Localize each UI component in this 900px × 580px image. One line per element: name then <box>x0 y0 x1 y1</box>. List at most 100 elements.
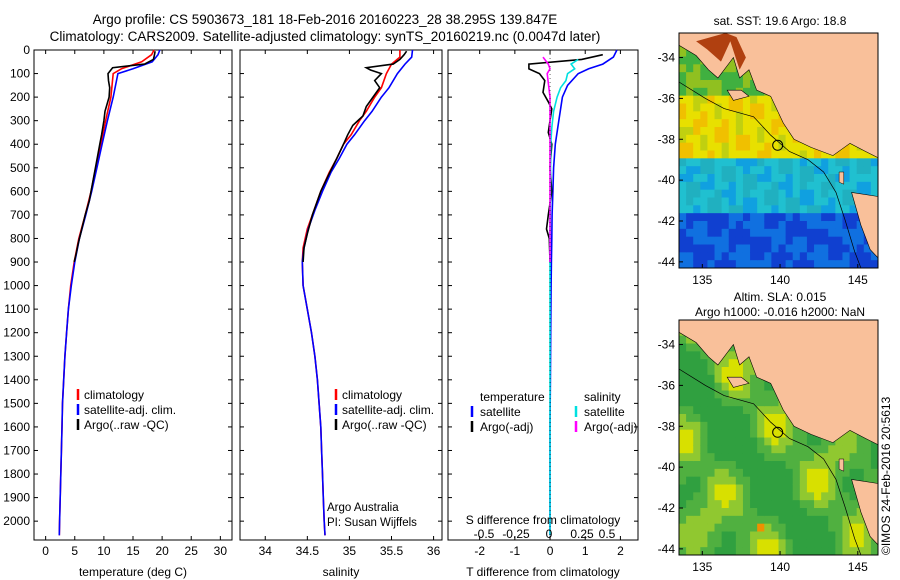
ocean-cell <box>735 142 744 151</box>
ocean-cell <box>686 197 694 206</box>
ocean-cell <box>814 437 822 446</box>
ocean-cell <box>707 382 716 391</box>
ocean-cell <box>757 382 765 391</box>
ocean-cell <box>778 547 787 555</box>
ocean-cell <box>828 205 836 214</box>
ocean-cell <box>785 437 794 446</box>
ocean-cell <box>721 461 730 470</box>
ocean-cell <box>728 260 737 268</box>
ocean-cell <box>785 539 794 548</box>
ocean-cell <box>742 111 751 120</box>
ocean-cell <box>693 181 701 191</box>
ocean-cell <box>799 166 808 175</box>
ocean-cell <box>707 158 716 167</box>
ocean-cell <box>849 531 858 540</box>
ocean-cell <box>693 367 701 376</box>
ocean-cell <box>856 221 865 230</box>
shelf-contour-line <box>679 81 862 268</box>
ocean-cell <box>806 508 815 517</box>
ocean-cell <box>764 398 772 407</box>
ocean-cell <box>814 523 822 532</box>
tasmania-shape <box>851 192 878 259</box>
ocean-cell <box>735 539 744 548</box>
ocean-cell <box>863 252 872 261</box>
ocean-cell <box>799 453 808 462</box>
ocean-cell <box>764 103 772 112</box>
ocean-cell <box>714 367 723 376</box>
ocean-cell <box>814 252 822 261</box>
ocean-cell <box>679 158 687 167</box>
ocean-cell <box>693 205 701 214</box>
ocean-cell <box>849 445 858 454</box>
ocean-cell <box>764 95 772 104</box>
salinity-legend-label: Argo(..raw -QC) <box>342 418 427 432</box>
ocean-cell <box>778 127 787 136</box>
ocean-cell <box>714 260 723 268</box>
salinity-plot-frame <box>239 49 443 541</box>
ocean-cell <box>771 508 779 517</box>
ocean-cell <box>686 150 694 159</box>
ocean-cell <box>728 390 737 399</box>
ocean-cell <box>835 508 843 517</box>
ocean-cell <box>870 252 878 261</box>
ocean-cell <box>835 547 843 555</box>
ocean-cell <box>757 500 765 509</box>
ocean-cell <box>778 437 787 446</box>
ocean-cell <box>693 476 701 485</box>
ocean-cell <box>842 197 851 206</box>
ocean-cell <box>799 228 808 238</box>
ocean-cell <box>714 421 723 431</box>
ocean-cell <box>707 111 716 120</box>
ocean-cell <box>842 221 851 230</box>
ocean-cell <box>721 103 730 112</box>
ocean-cell <box>728 80 737 89</box>
ocean-cell <box>757 523 765 532</box>
ocean-cell <box>856 453 865 462</box>
ocean-cell <box>856 150 865 159</box>
ocean-cell <box>835 500 843 509</box>
ocean-cell <box>757 158 765 167</box>
ocean-cell <box>842 158 851 167</box>
ocean-cell <box>721 414 730 423</box>
ocean-cell <box>707 445 716 454</box>
ocean-cell <box>792 142 801 151</box>
ocean-cell <box>842 437 851 446</box>
ocean-cell <box>814 476 822 485</box>
ocean-cell <box>821 468 829 478</box>
ocean-cell <box>778 468 787 478</box>
ocean-cell <box>842 429 851 438</box>
ocean-cell <box>778 181 787 191</box>
ocean-cell <box>742 260 751 268</box>
ocean-cell <box>700 445 708 454</box>
ocean-cell <box>700 213 708 222</box>
ocean-cell <box>785 236 794 245</box>
ocean-cell <box>792 228 801 238</box>
ocean-cell <box>750 421 758 431</box>
ocean-cell <box>742 127 751 136</box>
ocean-cell <box>757 181 765 191</box>
salinity-annotation-text: PI: Susan Wijffels <box>327 517 417 529</box>
ocean-cell <box>742 174 751 183</box>
ocean-cell <box>707 437 716 446</box>
depth-tick-label: 300 <box>10 114 30 128</box>
ocean-cell <box>835 221 843 230</box>
ocean-cell <box>707 367 716 376</box>
ocean-cell <box>700 166 708 175</box>
ocean-cell <box>771 158 779 167</box>
depth-tick-label: 1000 <box>3 279 30 293</box>
ocean-cell <box>750 174 758 183</box>
ocean-cell <box>707 453 716 462</box>
ocean-cell <box>821 437 829 446</box>
ocean-cell <box>693 158 701 167</box>
ocean-cell <box>842 508 851 517</box>
ocean-cell <box>764 213 772 222</box>
ocean-cell <box>707 374 716 384</box>
ocean-cell <box>700 351 708 360</box>
ocean-cell <box>742 119 751 128</box>
ocean-cell <box>728 351 737 360</box>
ocean-cell <box>693 134 701 144</box>
ocean-cell <box>686 260 694 268</box>
ocean-cell <box>693 429 701 438</box>
ocean-cell <box>828 492 836 501</box>
ocean-cell <box>742 500 751 509</box>
